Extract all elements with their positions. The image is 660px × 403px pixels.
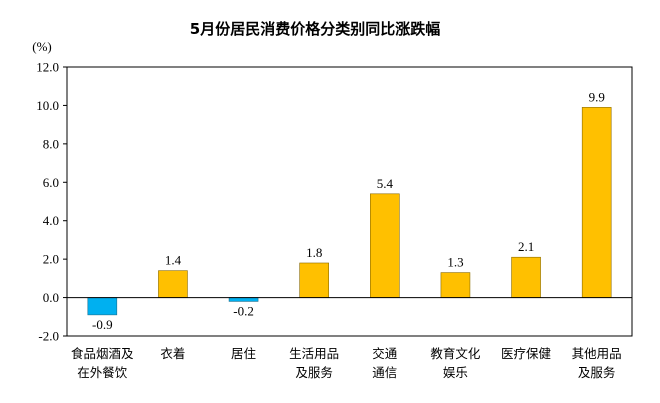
y-tick-label: 2.0 xyxy=(43,252,59,267)
chart-title: 5月份居民消费价格分类别同比涨跌幅 xyxy=(190,20,440,38)
x-category-label: 教育文化 xyxy=(430,346,481,361)
y-axis-unit: (%) xyxy=(32,39,52,54)
x-category-label: 及服务 xyxy=(295,365,333,380)
data-label: -0.2 xyxy=(233,303,254,318)
bar xyxy=(87,297,118,316)
data-label: 1.8 xyxy=(306,245,322,260)
data-label: 1.3 xyxy=(447,255,463,270)
bar xyxy=(370,193,400,298)
data-labels: -0.9 1.4 -0.2 1.8 5.4 1.3 2.1 9.9 xyxy=(92,89,605,332)
x-category-label: 生活用品 xyxy=(289,346,339,361)
x-category-label: 居住 xyxy=(231,346,257,361)
x-category-label: 通信 xyxy=(372,365,397,380)
y-tick-label: 10.0 xyxy=(36,98,59,113)
x-category-label: 在外餐饮 xyxy=(77,365,128,380)
y-tick-label: 6.0 xyxy=(43,175,59,190)
bar xyxy=(158,270,188,298)
x-category-label: 食品烟酒及 xyxy=(71,346,134,361)
bar-series xyxy=(87,107,612,316)
data-label: 9.9 xyxy=(589,89,605,104)
data-label: 5.4 xyxy=(377,176,394,191)
y-tick-label: -2.0 xyxy=(38,329,59,344)
bar xyxy=(511,256,541,298)
data-label: 2.1 xyxy=(518,239,534,254)
bar xyxy=(440,272,471,298)
y-tick-label: 4.0 xyxy=(43,213,59,228)
data-label: -0.9 xyxy=(92,317,113,332)
y-tick-label: 8.0 xyxy=(43,136,59,151)
y-axis: -2.0 0.0 2.0 4.0 6.0 8.0 10.0 12.0 xyxy=(36,60,67,344)
data-label: 1.4 xyxy=(165,253,182,268)
bar xyxy=(299,262,329,298)
x-category-label: 医疗保健 xyxy=(501,346,552,361)
plot-frame xyxy=(66,66,633,337)
x-category-label: 交通 xyxy=(372,346,398,361)
bar xyxy=(581,107,612,298)
x-category-label: 娱乐 xyxy=(443,365,468,380)
y-tick-label: 12.0 xyxy=(36,60,59,75)
bar xyxy=(228,297,259,302)
x-category-label: 及服务 xyxy=(578,365,616,380)
y-tick-label: 0.0 xyxy=(43,290,59,305)
x-category-label: 其他用品 xyxy=(572,346,622,361)
x-category-label: 衣着 xyxy=(160,346,185,361)
